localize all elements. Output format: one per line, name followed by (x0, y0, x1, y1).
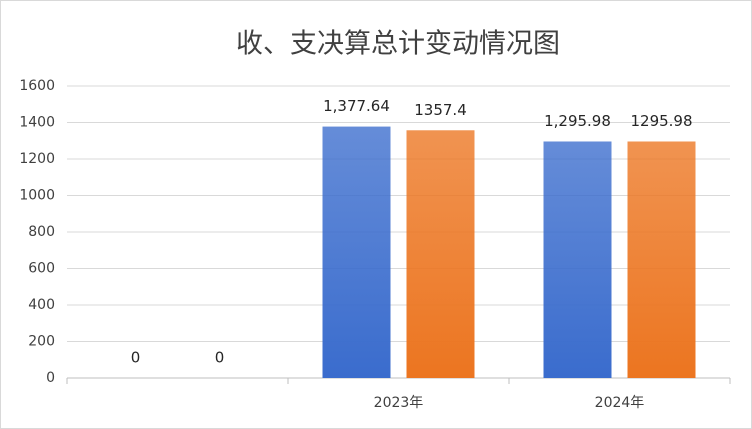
chart-title: 收、支决算总计变动情况图 (236, 29, 560, 60)
y-tick-label: 1600 (19, 78, 55, 94)
value-label: 1295.98 (630, 112, 692, 130)
y-tick-label: 1200 (19, 151, 55, 167)
value-label: 1,295.98 (544, 112, 611, 130)
value-label: 0 (131, 349, 141, 367)
y-tick-label: 800 (28, 224, 55, 240)
bar (543, 141, 612, 378)
x-tick-label: 2023年 (374, 395, 424, 411)
y-tick-label: 1000 (19, 188, 55, 204)
bar (627, 141, 696, 378)
bar (322, 126, 391, 379)
bar (406, 130, 475, 378)
y-tick-label: 600 (28, 261, 55, 277)
y-tick-label: 0 (46, 370, 55, 386)
value-label: 0 (215, 349, 225, 367)
y-tick-label: 1400 (19, 115, 55, 131)
y-tick-label: 200 (28, 334, 55, 350)
value-label: 1,377.64 (323, 97, 390, 115)
x-tick-label: 2024年 (595, 395, 645, 411)
value-label: 1357.4 (414, 101, 467, 119)
y-tick-label: 400 (28, 297, 55, 313)
